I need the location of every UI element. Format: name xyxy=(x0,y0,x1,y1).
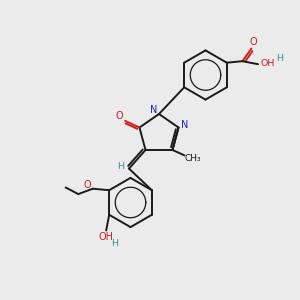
Text: H: H xyxy=(276,54,283,63)
Text: O: O xyxy=(249,37,257,47)
Text: N: N xyxy=(182,119,189,130)
Text: N: N xyxy=(150,105,157,116)
Text: CH₃: CH₃ xyxy=(184,154,201,163)
Text: O: O xyxy=(116,111,124,122)
Text: OH: OH xyxy=(99,232,114,242)
Text: H: H xyxy=(117,162,124,171)
Text: O: O xyxy=(83,180,91,190)
Text: OH: OH xyxy=(260,59,275,68)
Text: H: H xyxy=(111,239,118,248)
